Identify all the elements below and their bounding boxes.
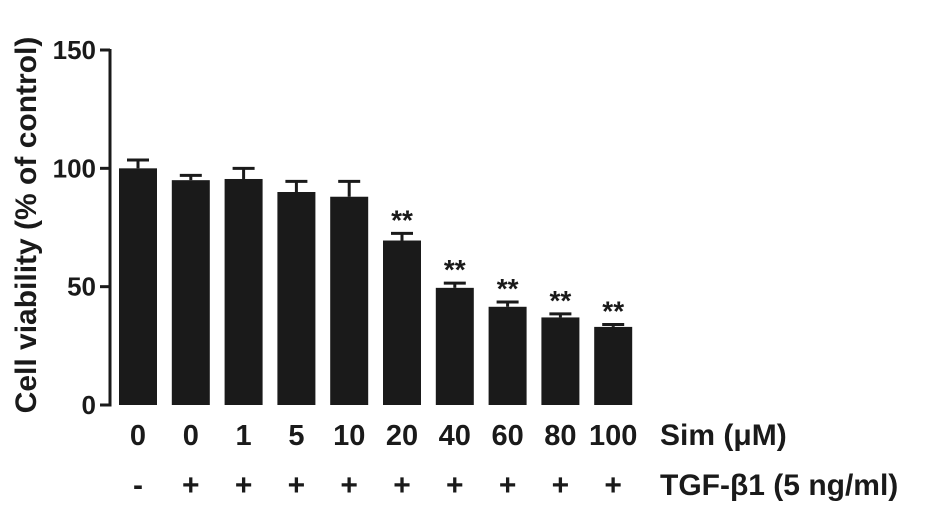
y-axis-label: Cell viability (% of control) [10, 37, 43, 414]
error-bar [443, 281, 466, 288]
y-tick-label: 100 [53, 153, 96, 183]
tgf-sign: + [552, 469, 570, 502]
error-bar [496, 300, 519, 307]
x-tick-label: 10 [333, 420, 365, 452]
error-bar [549, 312, 572, 318]
error-bar [179, 173, 202, 181]
bar [277, 192, 316, 405]
tgf-row-label: TGF-β1 (5 ng/ml) [660, 469, 898, 502]
error-bars-group [127, 158, 625, 327]
bar [171, 180, 210, 405]
error-bar [285, 179, 308, 192]
y-tick-label: 50 [67, 272, 96, 302]
y-tick-label: 0 [82, 390, 96, 420]
significance-mark: ** [391, 204, 413, 235]
error-bar [232, 166, 255, 179]
bar [383, 240, 421, 405]
x-tick-label: 40 [439, 420, 471, 452]
x-tick-label: 1 [236, 420, 252, 452]
x-tick-label: 100 [589, 420, 637, 452]
bar [224, 178, 263, 405]
error-bar [391, 231, 413, 241]
error-bar [127, 158, 149, 169]
x-tick-label: 0 [183, 420, 199, 452]
tgf-sign: + [235, 469, 253, 502]
x-tick-label: 5 [288, 420, 304, 452]
tgf-sign: + [499, 469, 517, 502]
tgf-sign: + [288, 469, 306, 502]
x-tick-label: 60 [491, 420, 523, 452]
error-bar [602, 323, 625, 327]
bar [594, 326, 633, 405]
bar [119, 168, 157, 405]
bar [435, 287, 474, 405]
significance-mark: ** [444, 254, 466, 285]
significance-mark: ** [550, 285, 572, 316]
x-tick-label: 80 [544, 420, 576, 452]
bar [488, 306, 527, 405]
y-axis-ticks: 0 50 100 150 [53, 35, 110, 420]
tgf-sign-row: - + + + + + + + + + [133, 469, 622, 502]
tgf-sign: - [133, 469, 143, 502]
x-tick-label: 0 [130, 420, 146, 452]
error-bar [338, 179, 361, 197]
tgf-sign: + [182, 469, 200, 502]
x-axis-category-labels: 0 0 1 5 10 20 40 60 80 100 [130, 420, 637, 452]
bar [541, 317, 580, 405]
tgf-sign: + [446, 469, 464, 502]
significance-mark: ** [497, 273, 519, 304]
tgf-sign: + [604, 469, 622, 502]
y-tick-label: 150 [53, 35, 96, 65]
significance-marks-group: ** ** ** ** ** [391, 204, 624, 326]
sim-row-label: Sim (μM) [660, 419, 787, 452]
tgf-sign: + [340, 469, 358, 502]
bars-group [119, 168, 633, 405]
x-tick-label: 20 [386, 420, 418, 452]
bar [330, 196, 369, 405]
tgf-sign: + [393, 469, 411, 502]
significance-mark: ** [602, 296, 624, 327]
